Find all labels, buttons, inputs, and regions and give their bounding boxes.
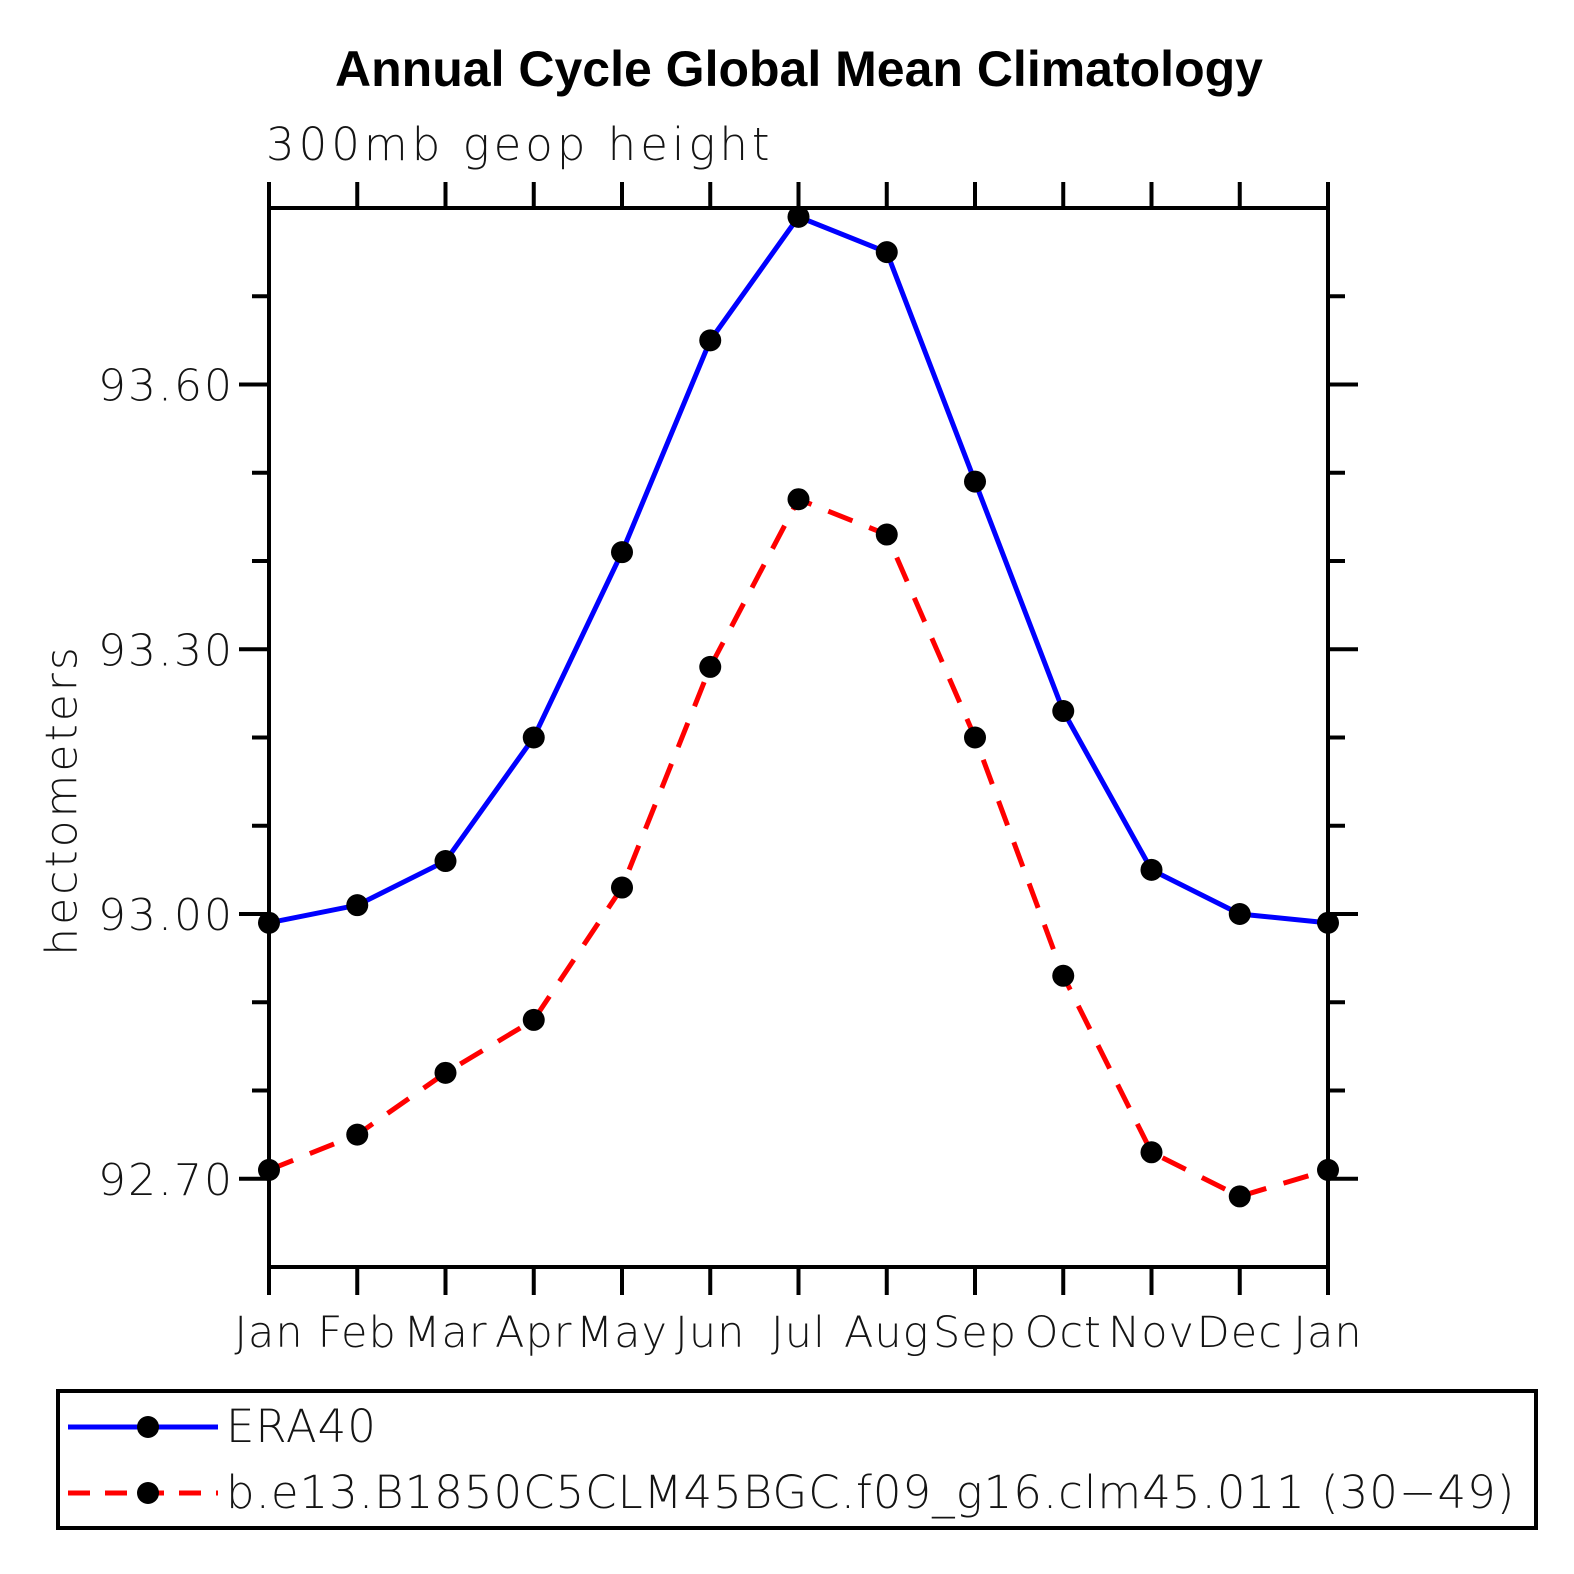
data-point-marker — [787, 488, 810, 511]
data-point-marker — [1317, 911, 1339, 934]
x-tick-label: Dec — [1197, 1308, 1283, 1358]
series-line-0 — [268, 213, 1329, 926]
data-point-marker — [875, 241, 898, 264]
x-tick-label: Sep — [933, 1308, 1017, 1358]
legend-marker-icon — [137, 1415, 159, 1438]
data-point-marker — [522, 1008, 545, 1031]
data-point-marker — [699, 655, 722, 678]
data-point-marker — [346, 894, 369, 917]
data-point-marker — [1228, 1185, 1251, 1208]
x-tick-label: Oct — [1025, 1308, 1102, 1358]
x-tick-label: Aug — [844, 1308, 929, 1358]
data-point-marker — [964, 470, 986, 493]
data-point-marker — [699, 329, 722, 352]
legend-line-sample-era40 — [68, 1415, 218, 1438]
data-point-marker — [258, 1158, 280, 1181]
y-tick-label: 93.30 — [98, 625, 234, 676]
page-title: Annual Cycle Global Mean Climatology — [335, 41, 1263, 97]
chart-subtitle: 300mb geop height — [266, 118, 774, 171]
x-tick-label: Jan — [234, 1308, 303, 1358]
data-point-marker — [434, 850, 457, 873]
legend-line-sample-model — [68, 1481, 218, 1504]
x-tick-label: Nov — [1108, 1308, 1195, 1358]
legend-label: ERA40 — [226, 1400, 377, 1453]
legend-box: ERA40 b.e13.B1850C5CLM45BGC.f09_g16.clm4… — [56, 1389, 1538, 1530]
legend-entry-model: b.e13.B1850C5CLM45BGC.f09_g16.clm45.011 … — [66, 1465, 1534, 1521]
data-point-marker — [1052, 700, 1075, 723]
x-tick-label: Jan — [1293, 1308, 1362, 1358]
x-tick-label: Jul — [771, 1308, 826, 1358]
legend-entry-era40: ERA40 — [66, 1399, 1534, 1455]
x-tick-label: May — [576, 1308, 668, 1358]
data-point-marker — [346, 1123, 369, 1146]
legend-marker-icon — [137, 1481, 159, 1504]
series-line-1 — [268, 496, 1329, 1200]
data-point-marker — [1140, 1141, 1163, 1164]
legend-label: b.e13.B1850C5CLM45BGC.f09_g16.clm45.011 … — [226, 1466, 1516, 1519]
y-tick-label: 92.70 — [98, 1155, 234, 1206]
data-point-marker — [258, 911, 280, 934]
data-point-marker — [522, 726, 545, 749]
data-point-marker — [1140, 858, 1163, 881]
x-tick-label: Jun — [675, 1308, 745, 1358]
x-tick-label: Feb — [318, 1308, 397, 1358]
data-point-marker — [787, 205, 810, 228]
data-point-marker — [434, 1061, 457, 1084]
data-point-marker — [1228, 903, 1251, 925]
data-point-marker — [1317, 1158, 1339, 1181]
x-tick-label: Apr — [495, 1308, 572, 1358]
data-point-marker — [964, 726, 986, 749]
plot-border — [267, 206, 1330, 1269]
x-tick-label: Mar — [403, 1308, 487, 1358]
data-point-marker — [875, 523, 898, 546]
data-point-marker — [1052, 964, 1075, 987]
data-point-marker — [611, 876, 633, 899]
y-tick-label: 93.60 — [98, 361, 234, 412]
y-tick-label: 93.00 — [98, 890, 234, 941]
data-point-marker — [611, 541, 633, 564]
